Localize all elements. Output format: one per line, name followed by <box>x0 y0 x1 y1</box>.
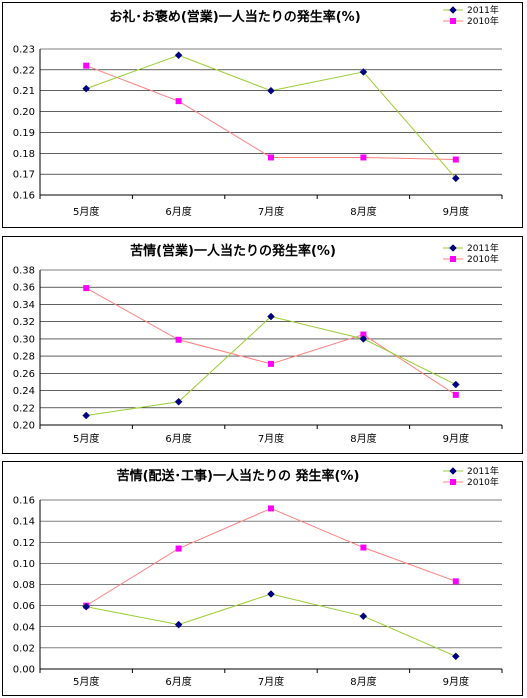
y-tick-label: 0.34 <box>13 300 35 311</box>
y-tick-label: 0.17 <box>13 170 35 181</box>
data-point <box>174 397 183 406</box>
data-point <box>174 51 183 60</box>
data-point <box>360 154 367 161</box>
y-tick-label: 0.06 <box>13 601 35 612</box>
chart-title: お礼･お褒め(営業)一人当たりの発生率(%) <box>109 9 360 25</box>
data-point <box>267 312 275 321</box>
legend-marker <box>449 6 457 14</box>
y-tick-label: 0.26 <box>13 369 35 380</box>
data-point <box>451 380 460 389</box>
data-point <box>82 84 91 93</box>
legend-label: 2011年 <box>467 465 499 477</box>
y-tick-label: 0.23 <box>13 45 35 56</box>
y-tick-label: 0.14 <box>13 517 35 528</box>
data-point <box>359 335 368 343</box>
x-tick-label: 7月度 <box>258 675 284 688</box>
y-tick-label: 0.12 <box>13 538 35 549</box>
x-tick-label: 7月度 <box>258 205 284 218</box>
legend-label: 2010年 <box>467 15 499 27</box>
chart-panel-kujo-eigyo: 苦情(営業)一人当たりの発生率(%) 0.20 0.22 0.24 0.26 0.28 0.… <box>2 236 523 454</box>
data-point <box>268 154 274 161</box>
x-tick-label: 5月度 <box>73 432 99 445</box>
x-tick-label: 5月度 <box>73 675 99 688</box>
x-tick-label: 8月度 <box>350 432 376 445</box>
chart-title: 苦情(営業)一人当たりの発生率(%) <box>130 243 336 259</box>
y-tick-label: 0.18 <box>13 149 35 160</box>
y-tick-label: 0.30 <box>13 334 35 345</box>
chart-panel-okurei: お礼･お褒め(営業)一人当たりの発生率(%) 0.16 0.17 0.18 0.19 0.… <box>2 2 523 228</box>
line-chart-okurei: お礼･お褒め(営業)一人当たりの発生率(%) 0.16 0.17 0.18 0.19 0.… <box>13 4 503 218</box>
x-tick-label: 9月度 <box>443 675 469 688</box>
data-point <box>452 156 459 163</box>
y-tick-label: 0.00 <box>13 665 35 676</box>
y-tick-label: 0.28 <box>13 352 35 363</box>
data-point <box>267 590 275 598</box>
chart-title: 苦情(配送･工事)一人当たりの 発生率(%) <box>117 468 360 484</box>
legend-label: 2011年 <box>467 4 499 16</box>
data-point <box>267 86 275 95</box>
data-point <box>82 411 91 420</box>
data-point <box>360 331 367 338</box>
y-tick-label: 0.22 <box>13 403 35 414</box>
series-line-2010年 <box>86 65 456 161</box>
line-chart-kujo-eigyo: 苦情(営業)一人当たりの発生率(%) 0.20 0.22 0.24 0.26 0.28 0.… <box>13 242 503 445</box>
legend-label: 2010年 <box>467 476 499 488</box>
y-tick-label: 0.20 <box>13 107 35 118</box>
legend-marker <box>450 479 456 485</box>
chart-panel-kujo-haiso: 苦情(配送･工事)一人当たりの 発生率(%) 0.00 0.02 0.04 0.06 0.… <box>2 461 523 696</box>
series-line-2010年 <box>85 287 457 396</box>
y-tick-label: 0.04 <box>13 622 35 633</box>
data-point <box>175 545 182 552</box>
data-point <box>175 336 182 343</box>
x-tick-label: 9月度 <box>443 432 469 445</box>
legend-marker <box>449 467 457 475</box>
data-point <box>359 68 368 76</box>
y-tick-label: 0.08 <box>13 580 35 591</box>
data-point <box>452 391 459 398</box>
y-tick-label: 0.16 <box>13 191 35 202</box>
x-tick-label: 9月度 <box>443 205 469 218</box>
data-point <box>174 620 183 629</box>
x-tick-label: 5月度 <box>73 205 99 218</box>
x-tick-label: 6月度 <box>165 432 191 445</box>
y-tick-label: 0.10 <box>13 559 35 570</box>
data-point <box>451 174 460 183</box>
data-point <box>268 360 274 367</box>
legend-marker <box>450 256 456 262</box>
data-point <box>451 652 460 661</box>
x-tick-label: 8月度 <box>350 675 376 688</box>
x-tick-label: 6月度 <box>165 675 191 688</box>
y-tick-label: 0.22 <box>13 65 35 76</box>
legend-label: 2010年 <box>467 253 499 265</box>
legend-marker <box>449 244 457 252</box>
y-tick-label: 0.02 <box>13 643 35 654</box>
data-point <box>82 602 91 611</box>
y-tick-label: 0.32 <box>13 317 35 328</box>
y-tick-label: 0.16 <box>13 496 35 507</box>
line-chart-kujo-haiso: 苦情(配送･工事)一人当たりの 発生率(%) 0.00 0.02 0.04 0.06 0.… <box>13 465 503 688</box>
y-tick-label: 0.19 <box>13 128 35 139</box>
y-tick-label: 0.38 <box>13 266 35 277</box>
data-point <box>83 285 90 292</box>
series-line-2011年 <box>86 593 456 657</box>
y-tick-label: 0.21 <box>13 86 35 97</box>
y-tick-label: 0.36 <box>13 283 35 294</box>
x-tick-label: 7月度 <box>258 432 284 445</box>
x-tick-label: 8月度 <box>350 205 376 218</box>
data-point <box>268 505 274 512</box>
data-point <box>83 62 90 69</box>
data-point <box>360 544 367 551</box>
legend-marker <box>450 18 456 24</box>
y-tick-label: 0.24 <box>13 386 35 397</box>
legend-label: 2011年 <box>467 242 499 254</box>
data-point <box>175 98 182 105</box>
data-point <box>359 612 368 621</box>
data-point <box>452 578 459 585</box>
x-tick-label: 6月度 <box>165 205 191 218</box>
y-tick-label: 0.20 <box>13 421 35 432</box>
